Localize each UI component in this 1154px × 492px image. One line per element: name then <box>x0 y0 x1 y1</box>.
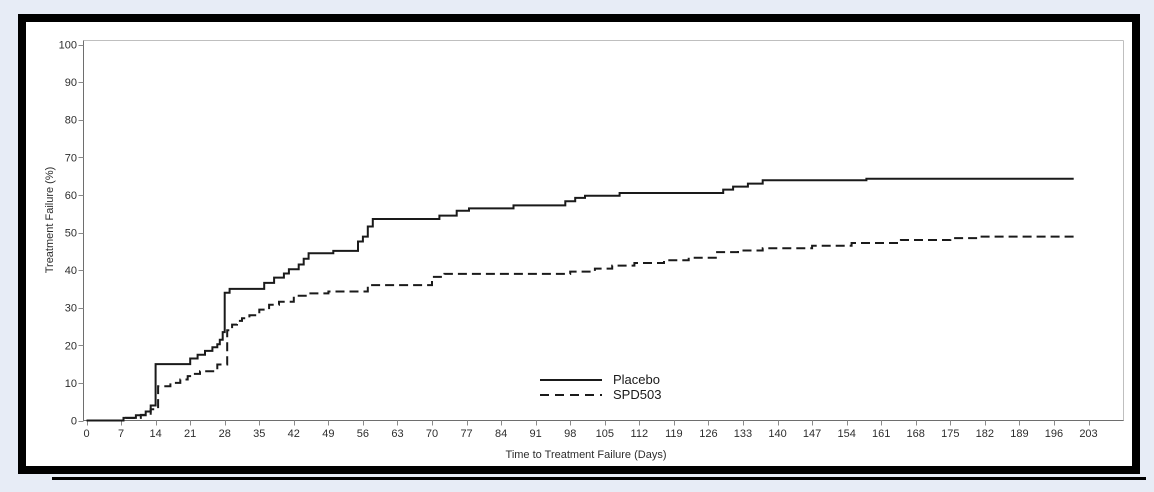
y-tick-label: 60 <box>65 190 77 202</box>
spd503-curve <box>86 235 1074 422</box>
x-tick-label: 203 <box>1079 428 1097 440</box>
legend-item-placebo: Placebo <box>540 372 661 387</box>
y-tick-label: 10 <box>65 378 77 390</box>
legend-item-spd503: SPD503 <box>540 387 661 402</box>
figure-frame <box>18 14 1140 474</box>
bottom-rule <box>52 477 1146 480</box>
x-tick-label: 98 <box>564 428 576 440</box>
y-tick-label: 0 <box>71 416 77 428</box>
x-tick-label: 133 <box>734 428 752 440</box>
y-tick-label: 20 <box>65 340 77 352</box>
y-tick-label: 30 <box>65 303 77 315</box>
solid-line-sample <box>540 378 602 381</box>
x-tick-label: 112 <box>631 428 649 440</box>
x-tick-label: 147 <box>803 428 821 440</box>
x-tick-label: 21 <box>184 428 196 440</box>
x-tick-label: 126 <box>699 428 717 440</box>
y-tick-label: 40 <box>65 265 77 277</box>
x-tick-label: 161 <box>872 428 890 440</box>
dashed-line-sample <box>540 393 602 396</box>
x-tick-label: 35 <box>253 428 265 440</box>
legend-label-spd503: SPD503 <box>613 387 662 402</box>
y-tick-label: 90 <box>65 77 77 89</box>
legend: Placebo SPD503 <box>540 372 661 402</box>
x-tick-label: 63 <box>391 428 403 440</box>
x-tick-label: 105 <box>596 428 614 440</box>
x-tick-label: 154 <box>837 428 855 440</box>
y-tick-label: 100 <box>59 40 77 52</box>
x-tick-label: 91 <box>530 428 542 440</box>
x-tick-label: 175 <box>941 428 959 440</box>
x-tick-label: 140 <box>768 428 786 440</box>
x-tick-label: 42 <box>288 428 300 440</box>
x-tick-label: 56 <box>357 428 369 440</box>
x-tick-label: 196 <box>1045 428 1063 440</box>
y-tick-label: 50 <box>65 228 77 240</box>
x-tick-label: 189 <box>1010 428 1028 440</box>
placebo-curve <box>86 177 1074 422</box>
x-tick-label: 84 <box>495 428 507 440</box>
x-tick-label: 7 <box>118 428 124 440</box>
x-tick-label: 70 <box>426 428 438 440</box>
y-tick-label: 70 <box>65 152 77 164</box>
x-axis-title: Time to Treatment Failure (Days) <box>506 449 667 461</box>
x-tick-label: 168 <box>907 428 925 440</box>
x-tick-label: 119 <box>665 428 683 440</box>
x-tick-label: 49 <box>322 428 334 440</box>
y-tick-label: 80 <box>65 115 77 127</box>
legend-label-placebo: Placebo <box>613 372 660 387</box>
x-tick-label: 182 <box>976 428 994 440</box>
x-tick-label: 28 <box>219 428 231 440</box>
x-tick-label: 77 <box>460 428 472 440</box>
x-tick-label: 14 <box>149 428 161 440</box>
x-tick-label: 0 <box>83 428 89 440</box>
y-axis-title: Treatment Failure (%) <box>44 167 56 274</box>
